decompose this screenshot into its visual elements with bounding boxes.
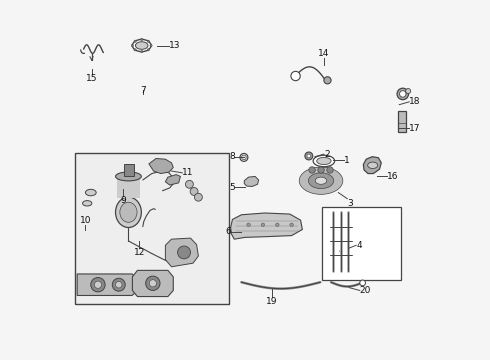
Circle shape — [307, 154, 311, 158]
Ellipse shape — [242, 155, 246, 160]
Text: 8: 8 — [229, 152, 235, 161]
Circle shape — [318, 167, 324, 173]
Bar — [398, 111, 406, 132]
Circle shape — [327, 167, 333, 173]
Circle shape — [149, 280, 156, 287]
Text: 18: 18 — [409, 97, 421, 106]
Circle shape — [150, 44, 152, 46]
Text: 5: 5 — [229, 183, 235, 192]
Ellipse shape — [116, 197, 141, 228]
Circle shape — [141, 39, 143, 41]
Polygon shape — [149, 158, 173, 174]
Text: 2: 2 — [324, 150, 329, 159]
Text: 9: 9 — [120, 196, 126, 205]
Text: 13: 13 — [169, 41, 180, 50]
Polygon shape — [132, 270, 173, 297]
Text: 14: 14 — [318, 49, 330, 58]
Text: 6: 6 — [225, 228, 231, 237]
Circle shape — [261, 223, 265, 226]
Circle shape — [406, 89, 411, 94]
Circle shape — [131, 44, 133, 46]
Circle shape — [247, 223, 250, 226]
Ellipse shape — [132, 40, 151, 51]
Text: 1: 1 — [343, 156, 349, 165]
Ellipse shape — [302, 169, 340, 192]
Circle shape — [399, 91, 406, 97]
Ellipse shape — [82, 201, 92, 206]
Circle shape — [324, 77, 331, 84]
Circle shape — [134, 40, 136, 42]
Circle shape — [186, 180, 194, 188]
Circle shape — [291, 71, 300, 81]
Circle shape — [95, 281, 101, 288]
Circle shape — [147, 49, 149, 51]
Circle shape — [116, 282, 122, 288]
Text: 12: 12 — [133, 248, 145, 257]
Ellipse shape — [299, 167, 343, 194]
Ellipse shape — [315, 177, 327, 184]
Circle shape — [360, 280, 366, 286]
Text: 19: 19 — [266, 297, 278, 306]
Polygon shape — [364, 157, 381, 174]
Polygon shape — [245, 176, 259, 186]
Polygon shape — [77, 274, 139, 296]
Ellipse shape — [116, 172, 141, 181]
Circle shape — [309, 167, 315, 173]
Circle shape — [141, 50, 143, 53]
Polygon shape — [166, 238, 198, 267]
Ellipse shape — [240, 153, 248, 161]
Ellipse shape — [308, 173, 334, 189]
Circle shape — [91, 278, 105, 292]
Ellipse shape — [313, 155, 335, 167]
Bar — [124, 164, 134, 176]
Circle shape — [305, 152, 313, 160]
Circle shape — [146, 276, 160, 291]
Ellipse shape — [317, 157, 331, 165]
Polygon shape — [166, 175, 180, 185]
Polygon shape — [231, 213, 302, 239]
Text: 17: 17 — [409, 123, 421, 132]
Ellipse shape — [135, 42, 148, 49]
Text: 15: 15 — [86, 74, 97, 83]
Text: 7: 7 — [140, 86, 146, 95]
Ellipse shape — [85, 189, 96, 196]
Text: 10: 10 — [80, 216, 91, 225]
Ellipse shape — [368, 162, 378, 168]
Circle shape — [190, 188, 198, 195]
Circle shape — [112, 278, 125, 291]
Text: 20: 20 — [360, 286, 371, 295]
Circle shape — [275, 223, 279, 226]
Text: 3: 3 — [347, 199, 353, 208]
Circle shape — [290, 223, 294, 226]
Circle shape — [134, 49, 136, 51]
Bar — [322, 207, 401, 280]
Circle shape — [147, 40, 149, 42]
Ellipse shape — [120, 202, 137, 222]
Circle shape — [397, 88, 409, 100]
Bar — [117, 176, 140, 198]
Circle shape — [195, 193, 202, 201]
Text: 11: 11 — [182, 168, 194, 177]
Text: 16: 16 — [387, 172, 398, 181]
Text: 4: 4 — [356, 241, 362, 250]
Circle shape — [177, 246, 191, 259]
Bar — [74, 153, 229, 304]
